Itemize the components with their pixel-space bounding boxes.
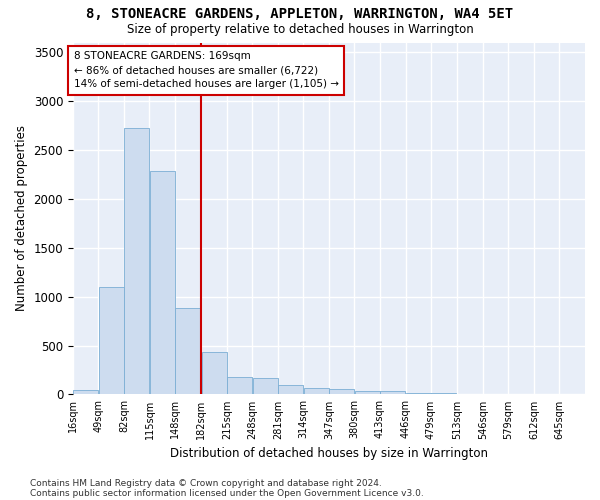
Bar — [227, 378, 252, 394]
Bar — [253, 378, 278, 394]
Bar — [406, 393, 431, 394]
Bar — [278, 385, 303, 394]
Text: 8, STONEACRE GARDENS, APPLETON, WARRINGTON, WA4 5ET: 8, STONEACRE GARDENS, APPLETON, WARRINGT… — [86, 8, 514, 22]
Bar — [149, 170, 175, 394]
Bar — [380, 392, 406, 394]
Bar — [98, 287, 124, 395]
Bar — [73, 390, 98, 394]
Text: 8 STONEACRE GARDENS: 169sqm
← 86% of detached houses are smaller (6,722)
14% of : 8 STONEACRE GARDENS: 169sqm ← 86% of det… — [74, 52, 338, 90]
Text: Contains public sector information licensed under the Open Government Licence v3: Contains public sector information licen… — [30, 488, 424, 498]
X-axis label: Distribution of detached houses by size in Warrington: Distribution of detached houses by size … — [170, 447, 488, 460]
Bar — [329, 389, 354, 394]
Text: Contains HM Land Registry data © Crown copyright and database right 2024.: Contains HM Land Registry data © Crown c… — [30, 478, 382, 488]
Bar — [175, 308, 200, 394]
Bar — [355, 391, 380, 394]
Text: Size of property relative to detached houses in Warrington: Size of property relative to detached ho… — [127, 22, 473, 36]
Bar — [202, 352, 227, 395]
Bar — [124, 128, 149, 394]
Y-axis label: Number of detached properties: Number of detached properties — [15, 126, 28, 312]
Bar — [304, 388, 329, 394]
